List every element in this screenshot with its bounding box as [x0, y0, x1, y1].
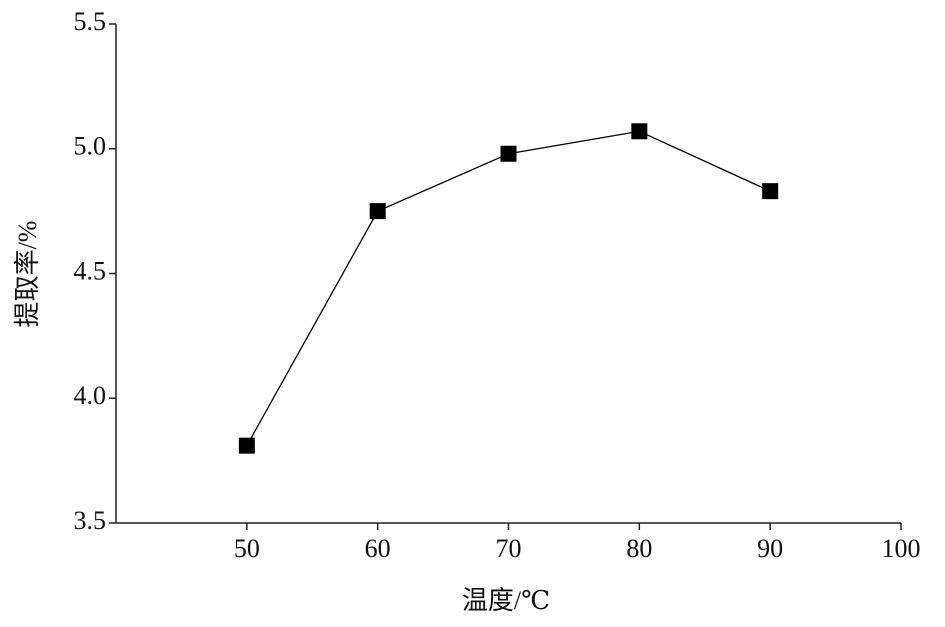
marker — [762, 183, 779, 200]
marker — [238, 437, 255, 454]
y-tick-label: 5.0 — [74, 132, 107, 161]
x-tick-label: 70 — [496, 534, 522, 563]
marker — [631, 123, 648, 140]
x-tick-label: 90 — [757, 534, 783, 563]
x-tick-label: 80 — [626, 534, 652, 563]
x-tick-label: 100 — [882, 534, 921, 563]
x-axis-label: 温度/℃ — [462, 586, 550, 615]
x-tick-label: 60 — [365, 534, 391, 563]
y-axis-label: 提取率/% — [13, 221, 42, 328]
y-tick-label: 4.0 — [74, 381, 107, 410]
y-tick-label: 3.5 — [74, 506, 107, 535]
y-tick-label: 5.5 — [74, 7, 107, 36]
x-tick-label: 50 — [234, 534, 260, 563]
marker — [500, 145, 517, 162]
marker — [369, 203, 386, 220]
series-line — [246, 130, 771, 446]
y-tick-label: 4.5 — [74, 256, 107, 285]
